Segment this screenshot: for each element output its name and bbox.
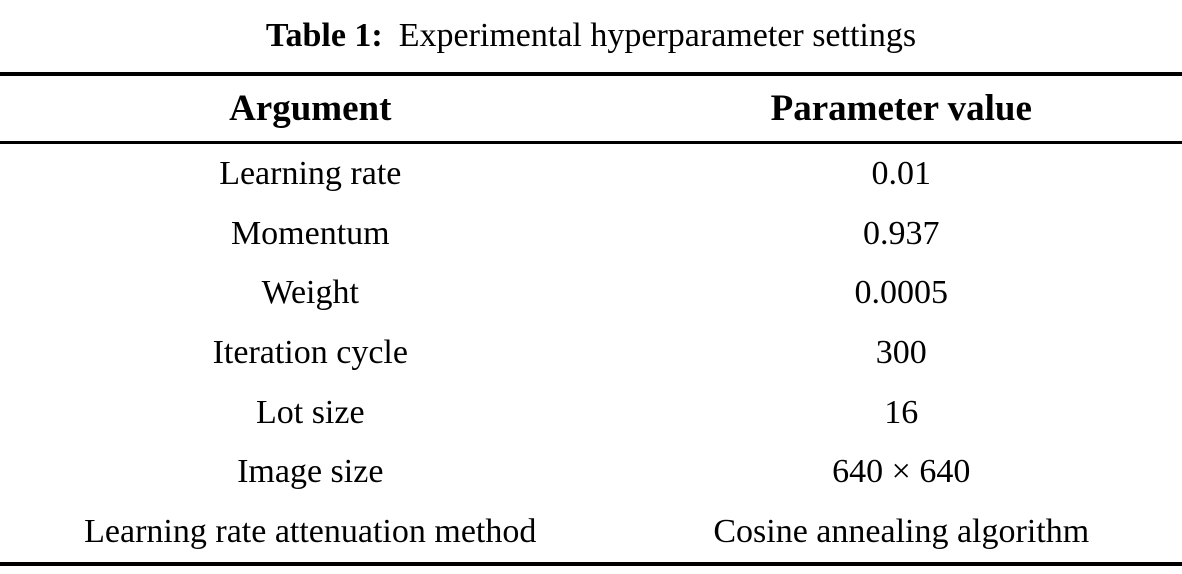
table-header-row: Argument Parameter value bbox=[0, 76, 1182, 141]
table-row: Image size 640 × 640 bbox=[0, 443, 1182, 503]
value-cell: 0.01 bbox=[871, 154, 932, 192]
argument-cell: Learning rate attenuation method bbox=[84, 513, 537, 551]
argument-cell: Momentum bbox=[230, 214, 390, 252]
table-row: Learning rate 0.01 bbox=[0, 144, 1182, 204]
argument-cell: Lot size bbox=[255, 393, 365, 431]
value-cell: 640 × 640 bbox=[832, 453, 971, 491]
table-row: Momentum 0.937 bbox=[0, 204, 1182, 264]
argument-cell: Image size bbox=[237, 453, 384, 491]
column-header-argument: Argument bbox=[229, 88, 392, 129]
table-row: Iteration cycle 300 bbox=[0, 323, 1182, 383]
table-row: Weight 0.0005 bbox=[0, 263, 1182, 323]
table-caption: Table 1: Experimental hyperparameter set… bbox=[0, 0, 1182, 72]
value-cell: 16 bbox=[884, 393, 919, 431]
table-row: Lot size 16 bbox=[0, 383, 1182, 443]
value-cell: 300 bbox=[875, 334, 927, 372]
table-bottom-rule bbox=[0, 562, 1182, 566]
table-caption-label: Table 1: bbox=[265, 17, 383, 54]
table-row: Learning rate attenuation method Cosine … bbox=[0, 502, 1182, 562]
value-cell: 0.0005 bbox=[854, 274, 949, 312]
value-cell: Cosine annealing algorithm bbox=[713, 513, 1090, 551]
table-top-rule bbox=[0, 72, 1182, 76]
argument-cell: Iteration cycle bbox=[212, 334, 408, 372]
table-header-rule bbox=[0, 141, 1182, 144]
value-cell: 0.937 bbox=[863, 214, 940, 252]
argument-cell: Learning rate bbox=[219, 154, 402, 192]
column-header-parameter-value: Parameter value bbox=[770, 88, 1032, 129]
table-body: Learning rate 0.01 Momentum 0.937 Weight… bbox=[0, 144, 1182, 562]
table-caption-text: Experimental hyperparameter settings bbox=[398, 17, 917, 54]
argument-cell: Weight bbox=[261, 274, 359, 312]
